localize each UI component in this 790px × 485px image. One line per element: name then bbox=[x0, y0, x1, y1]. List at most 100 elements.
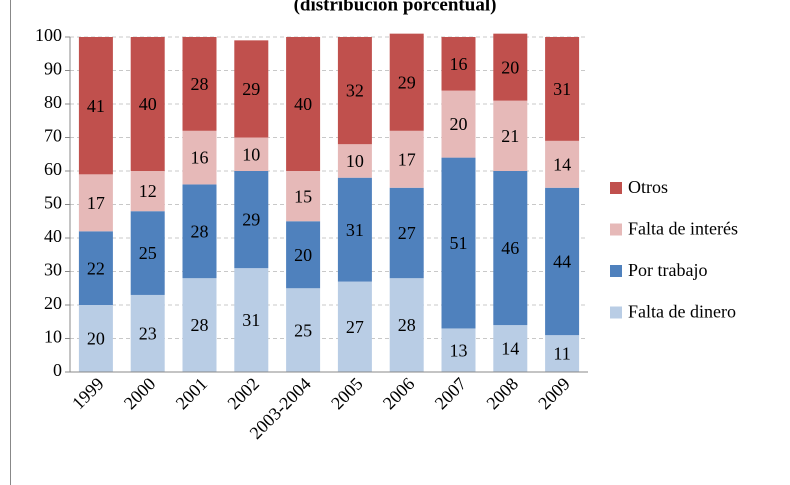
data-label: 25 bbox=[294, 320, 312, 340]
x-tick-group: 2005 bbox=[327, 374, 367, 414]
data-label: 28 bbox=[191, 221, 209, 241]
data-label: 16 bbox=[450, 54, 468, 74]
bar-segment bbox=[441, 157, 476, 329]
bar-segment bbox=[545, 187, 580, 336]
data-label: 28 bbox=[191, 315, 209, 335]
y-tick-label: 10 bbox=[44, 327, 62, 347]
bar-segment bbox=[286, 288, 321, 372]
bar-segment bbox=[493, 171, 528, 326]
data-label: 21 bbox=[501, 126, 519, 146]
data-label: 25 bbox=[139, 243, 157, 263]
y-tick-label: 60 bbox=[44, 159, 62, 179]
y-tick-label: 0 bbox=[53, 360, 62, 380]
x-tick-label: 2007 bbox=[431, 374, 471, 414]
bar-segment bbox=[389, 130, 424, 188]
legend-swatch bbox=[610, 182, 622, 194]
x-tick-label: 2006 bbox=[379, 374, 419, 414]
data-label: 27 bbox=[398, 223, 416, 243]
y-tick-label: 20 bbox=[44, 293, 62, 313]
data-label: 15 bbox=[294, 186, 312, 206]
x-tick-label: 2002 bbox=[223, 374, 263, 414]
data-label: 31 bbox=[346, 220, 364, 240]
data-label: 29 bbox=[242, 210, 260, 230]
x-tick-group: 2001 bbox=[172, 374, 212, 414]
bar-segment bbox=[337, 37, 372, 145]
bar-segment bbox=[337, 281, 372, 372]
bar-segment bbox=[182, 278, 217, 372]
data-label: 14 bbox=[553, 154, 571, 174]
bar-segment bbox=[182, 37, 217, 131]
x-tick-group: 2008 bbox=[482, 374, 522, 414]
data-label: 12 bbox=[139, 181, 157, 201]
data-label: 17 bbox=[87, 193, 105, 213]
x-tick-label: 1999 bbox=[68, 374, 108, 414]
bar-segment bbox=[441, 90, 476, 158]
bar-segment bbox=[545, 37, 580, 141]
data-label: 20 bbox=[450, 114, 468, 134]
x-tick-group: 2006 bbox=[379, 374, 419, 414]
bar-segment bbox=[286, 171, 321, 222]
data-label: 20 bbox=[294, 245, 312, 265]
bar-segment bbox=[493, 100, 528, 171]
bar-segment bbox=[130, 37, 165, 171]
data-label: 29 bbox=[398, 72, 416, 92]
data-label: 13 bbox=[450, 340, 468, 360]
bar-segment bbox=[78, 37, 113, 175]
y-tick-label: 90 bbox=[44, 59, 62, 79]
x-tick-label: 2009 bbox=[534, 374, 574, 414]
data-label: 31 bbox=[242, 310, 260, 330]
legend-label: Falta de dinero bbox=[628, 302, 736, 322]
x-tick-group: 2000 bbox=[120, 374, 160, 414]
data-label: 11 bbox=[553, 344, 570, 364]
y-tick-label: 30 bbox=[44, 260, 62, 280]
data-label: 23 bbox=[139, 324, 157, 344]
bar-segment bbox=[493, 325, 528, 372]
data-label: 46 bbox=[501, 238, 519, 258]
bar-segment bbox=[286, 37, 321, 171]
bar-segment bbox=[234, 40, 269, 138]
bar-segment bbox=[130, 211, 165, 295]
data-label: 41 bbox=[87, 96, 105, 116]
bar-segment bbox=[78, 174, 113, 232]
bar-segment bbox=[130, 294, 165, 372]
x-tick-group: 2007 bbox=[431, 374, 471, 414]
y-tick-label: 80 bbox=[44, 92, 62, 112]
data-label: 20 bbox=[501, 57, 519, 77]
y-tick-label: 50 bbox=[44, 193, 62, 213]
bar-segment bbox=[130, 171, 165, 212]
data-label: 29 bbox=[242, 79, 260, 99]
bar-segment bbox=[389, 278, 424, 372]
data-label: 31 bbox=[553, 79, 571, 99]
legend-swatch bbox=[610, 265, 622, 277]
legend-label: Por trabajo bbox=[628, 260, 707, 280]
bar-segment bbox=[545, 335, 580, 372]
x-tick-label: 2008 bbox=[482, 374, 522, 414]
bar-segment bbox=[234, 268, 269, 372]
data-label: 14 bbox=[501, 339, 519, 359]
bar-segment bbox=[389, 187, 424, 279]
y-tick-label: 40 bbox=[44, 226, 62, 246]
legend-swatch bbox=[610, 223, 622, 236]
bar-segment bbox=[78, 231, 113, 305]
data-label: 28 bbox=[398, 315, 416, 335]
y-tick-label: 100 bbox=[35, 25, 62, 45]
data-label: 44 bbox=[553, 252, 571, 272]
data-label: 10 bbox=[346, 151, 364, 171]
x-tick-label: 2005 bbox=[327, 374, 367, 414]
bar-segment bbox=[441, 37, 476, 91]
bar-segment bbox=[234, 137, 269, 171]
chart-title: (distribución porcentual) bbox=[294, 0, 497, 15]
bar-segment bbox=[286, 221, 321, 289]
x-tick-group: 1999 bbox=[68, 374, 108, 414]
data-label: 16 bbox=[191, 148, 209, 168]
data-label: 17 bbox=[398, 149, 416, 169]
bar-segment bbox=[441, 328, 476, 372]
legend-label: Falta de interés bbox=[628, 219, 738, 239]
data-label: 28 bbox=[191, 74, 209, 94]
data-label: 20 bbox=[87, 329, 105, 349]
bar-segment bbox=[234, 171, 269, 269]
data-label: 40 bbox=[294, 94, 312, 114]
legend-label: Otros bbox=[628, 177, 668, 197]
x-tick-label: 2000 bbox=[120, 374, 160, 414]
x-tick-group: 2002 bbox=[223, 374, 263, 414]
